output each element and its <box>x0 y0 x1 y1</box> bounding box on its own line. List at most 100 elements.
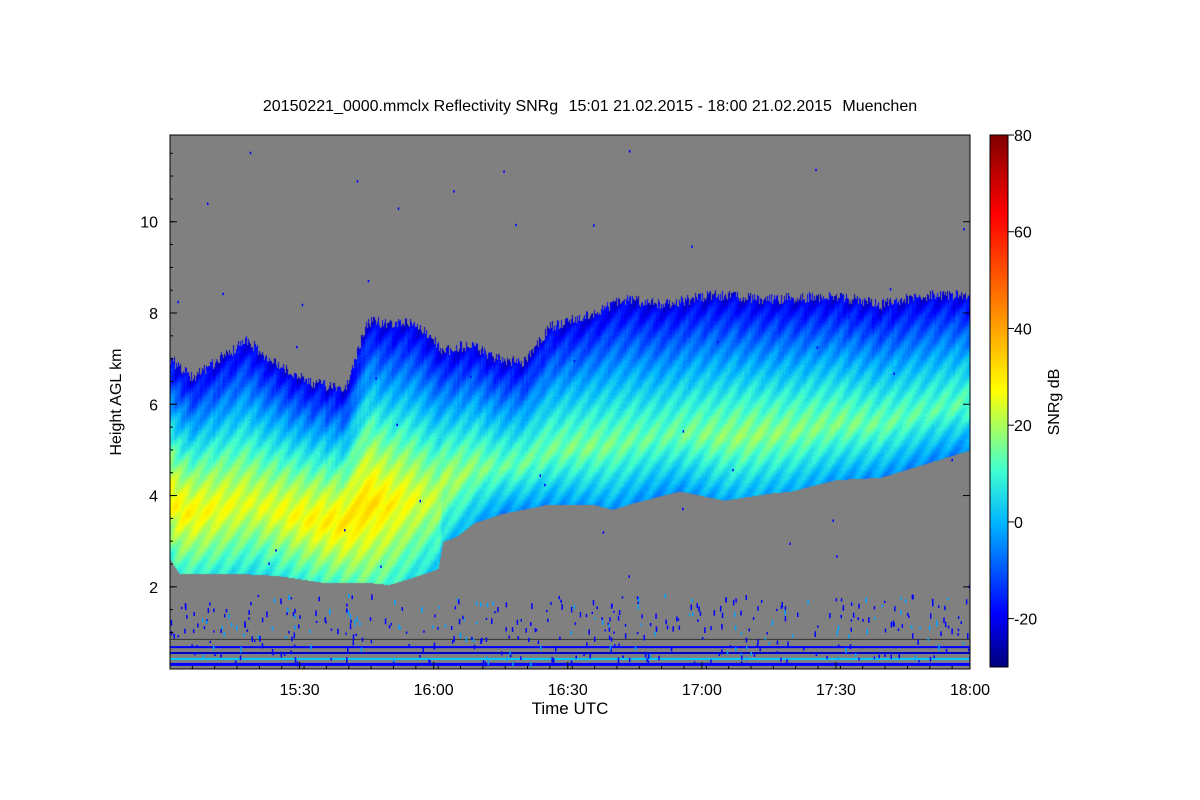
noise-speck <box>855 653 857 657</box>
noise-speck <box>592 600 595 606</box>
noise-speck <box>740 661 743 664</box>
noise-speck <box>472 638 475 643</box>
noise-speck <box>437 627 439 630</box>
noise-speck <box>967 648 970 652</box>
noise-speck <box>356 616 358 622</box>
noise-speck <box>643 634 645 641</box>
noise-speck <box>634 646 637 651</box>
noise-speck <box>874 616 876 620</box>
noise-speck <box>346 608 348 613</box>
colorbar-tick-label: 0 <box>1014 515 1023 532</box>
noise-speck <box>465 636 468 643</box>
colorbar-tick-label: 40 <box>1014 321 1032 338</box>
noise-speck <box>621 596 624 599</box>
noise-speck <box>796 612 799 618</box>
noise-speck <box>480 602 482 607</box>
noise-speck <box>884 654 886 657</box>
noise-speck <box>318 596 321 602</box>
noise-speck <box>935 620 938 627</box>
noise-speck <box>458 618 461 625</box>
noise-speck <box>912 595 914 600</box>
noise-speck <box>209 640 212 644</box>
noise-speck <box>764 637 767 640</box>
noise-speck <box>173 633 175 639</box>
noise-speck <box>962 642 965 645</box>
noise-speck <box>836 630 839 636</box>
noise-speck <box>396 423 398 427</box>
noise-speck <box>421 606 423 613</box>
noise-speck <box>938 644 940 651</box>
noise-speck <box>866 628 869 635</box>
noise-speck <box>610 637 613 642</box>
noise-speck <box>454 606 457 610</box>
noise-speck <box>791 634 794 638</box>
noise-speck <box>230 622 233 627</box>
noise-speck <box>699 611 702 616</box>
noise-speck <box>346 603 348 607</box>
noise-speck <box>401 607 404 611</box>
noise-speck <box>177 634 179 638</box>
noise-speck <box>184 603 187 608</box>
noise-speck <box>725 597 727 602</box>
noise-speck <box>858 603 860 609</box>
noise-speck <box>933 655 935 659</box>
plot-area <box>170 135 970 669</box>
noise-speck <box>951 458 953 462</box>
noise-speck <box>688 614 691 617</box>
noise-speck <box>802 647 805 651</box>
noise-speck <box>351 595 353 600</box>
noise-speck <box>847 634 850 639</box>
noise-speck <box>750 651 753 656</box>
noise-speck <box>613 631 615 634</box>
noise-speck <box>559 636 561 641</box>
noise-speck <box>840 614 843 619</box>
noise-speck <box>931 598 934 602</box>
noise-speck <box>494 611 496 614</box>
noise-speck <box>235 625 238 631</box>
noise-speck <box>752 617 755 620</box>
noise-speck <box>618 643 620 646</box>
noise-speck <box>858 657 860 661</box>
noise-speck <box>234 660 237 665</box>
noise-speck <box>329 608 331 615</box>
y-axis-label: Height AGL km <box>108 348 125 455</box>
noise-speck <box>579 611 582 618</box>
y-axis: 2 4 6 8 10 <box>140 152 970 633</box>
noise-speck <box>611 603 613 607</box>
noise-speck <box>561 604 563 610</box>
noise-speck <box>184 628 186 634</box>
y-tick-label: 4 <box>149 489 158 506</box>
noise-speck <box>309 629 311 633</box>
noise-speck <box>787 641 789 648</box>
noise-speck <box>228 613 230 619</box>
noise-speck <box>506 656 508 661</box>
noise-speck <box>786 659 788 664</box>
noise-speck <box>899 596 902 600</box>
noise-speck <box>842 605 845 611</box>
noise-speck <box>693 661 696 666</box>
noise-speck <box>904 599 907 604</box>
noise-speck <box>698 606 700 612</box>
noise-speck <box>919 626 921 630</box>
noise-speck <box>453 190 455 193</box>
noise-speck <box>428 659 430 665</box>
plot-frame <box>169 134 971 670</box>
noise-speck <box>310 644 312 650</box>
noise-speck <box>817 625 819 628</box>
noise-speck <box>456 598 459 602</box>
noise-speck <box>735 647 737 652</box>
noise-speck <box>735 598 737 603</box>
noise-speck <box>929 656 932 662</box>
noise-speck <box>756 643 759 648</box>
noise-speck <box>613 610 615 613</box>
noise-speck <box>355 633 357 637</box>
noise-speck <box>352 640 355 646</box>
noise-speck <box>509 651 511 655</box>
noise-speck <box>349 614 352 620</box>
noise-speck <box>268 562 270 565</box>
noise-speck <box>348 593 350 598</box>
noise-speck <box>697 619 699 622</box>
noise-speck <box>938 308 941 311</box>
noise-speck <box>275 549 277 552</box>
noise-speck <box>324 617 327 622</box>
